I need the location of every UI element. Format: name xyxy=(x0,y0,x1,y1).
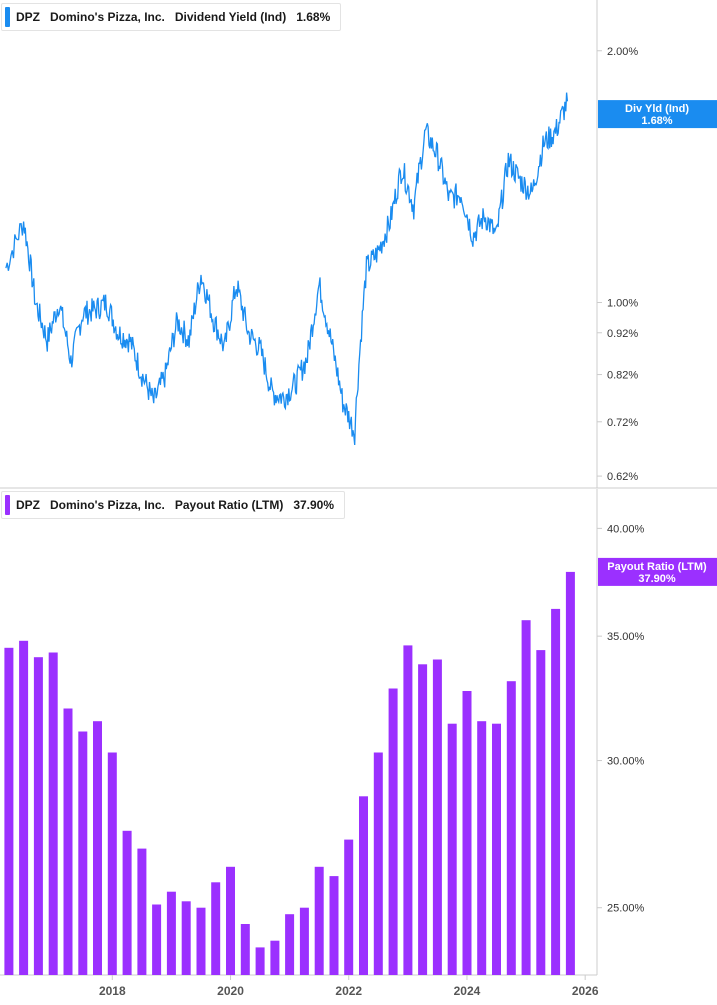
payout-bar xyxy=(521,620,531,975)
payout-bar xyxy=(418,664,428,975)
bottom-legend: DPZ Domino's Pizza, Inc. Payout Ratio (L… xyxy=(1,491,346,519)
payout-bar xyxy=(462,691,472,975)
x-tick-label: 2024 xyxy=(454,984,481,998)
payout-bar xyxy=(477,721,487,975)
payout-bar xyxy=(211,882,221,975)
payout-bar xyxy=(78,731,88,975)
bottom-legend-value: 37.90% xyxy=(293,498,335,512)
payout-bar xyxy=(240,924,250,975)
payout-bar xyxy=(344,839,354,975)
payout-bar xyxy=(359,796,368,975)
top-legend-metric: Dividend Yield (Ind) xyxy=(174,10,287,24)
payout-bar xyxy=(48,652,58,975)
top-y-tick-label: 2.00% xyxy=(607,46,638,58)
payout-bar xyxy=(270,940,280,975)
yield-tag-value: 1.68% xyxy=(641,115,672,127)
payout-bar xyxy=(447,723,457,975)
payout-bar xyxy=(152,904,162,975)
top-axis: 2.00% 1.00% 0.92% 0.82% 0.72% 0.62% xyxy=(0,0,717,489)
payout-bar xyxy=(93,721,102,975)
top-y-tick-label: 0.92% xyxy=(607,328,638,340)
bottom-legend-company: Domino's Pizza, Inc. xyxy=(50,498,165,512)
bottom-y-tick-label: 35.00% xyxy=(607,631,645,643)
yield-tag: Div Yld (Ind)1.68% xyxy=(598,100,717,129)
payout-bar xyxy=(373,752,383,975)
payout-bar xyxy=(107,752,117,975)
payout-bar xyxy=(19,640,29,975)
payout-bar xyxy=(285,914,295,975)
payout-bar xyxy=(166,891,176,975)
payout-bar xyxy=(329,876,339,975)
payout-bar xyxy=(137,848,147,975)
bottom-legend-ticker: DPZ xyxy=(16,498,40,512)
payout-bar xyxy=(388,688,398,975)
payout-swatch xyxy=(5,495,10,515)
yield-tag-label: Div Yld (Ind) xyxy=(625,103,689,115)
payout-bar xyxy=(196,907,206,975)
payout-ratio-plot xyxy=(4,571,575,975)
dividend-yield-line xyxy=(5,92,569,446)
yield-swatch xyxy=(5,7,10,27)
payout-bar xyxy=(492,723,501,975)
payout-tag-value: 37.90% xyxy=(638,573,676,585)
top-y-tick-label: 0.62% xyxy=(607,471,638,483)
payout-bar xyxy=(432,659,442,975)
bottom-y-tick-label: 25.00% xyxy=(607,903,645,915)
bottom-y-tick-label: 30.00% xyxy=(607,756,645,768)
x-tick-label: 2020 xyxy=(217,984,244,998)
top-y-tick-label: 1.00% xyxy=(607,297,638,309)
payout-tag-label: Payout Ratio (LTM) xyxy=(607,561,707,573)
payout-bar xyxy=(506,681,516,975)
top-legend: DPZ Domino's Pizza, Inc. Dividend Yield … xyxy=(1,3,342,31)
payout-bar xyxy=(63,708,73,975)
payout-bar xyxy=(255,947,265,975)
payout-bar xyxy=(4,647,14,975)
payout-bar xyxy=(403,645,413,975)
payout-bar xyxy=(181,901,191,975)
x-tick-label: 2026 xyxy=(572,984,599,998)
payout-bar xyxy=(33,657,43,975)
payout-bar xyxy=(122,830,132,975)
dividend-yield-plot xyxy=(5,92,569,446)
yield-tag-bg xyxy=(598,100,717,129)
x-axis: 2018 2020 2022 2024 2026 xyxy=(99,975,599,998)
bottom-y-tick-label: 40.00% xyxy=(607,523,645,535)
payout-tag: Payout Ratio (LTM)37.90% xyxy=(598,557,717,586)
top-y-tick-label: 0.82% xyxy=(607,370,638,382)
x-tick-label: 2018 xyxy=(99,984,126,998)
top-y-tick-label: 0.72% xyxy=(607,417,638,429)
payout-bar xyxy=(536,650,546,975)
payout-bar xyxy=(314,866,324,975)
payout-bar xyxy=(226,866,235,975)
top-legend-ticker: DPZ xyxy=(16,10,40,24)
payout-bar xyxy=(565,571,575,975)
top-legend-company: Domino's Pizza, Inc. xyxy=(50,10,165,24)
payout-bar xyxy=(299,907,309,975)
x-tick-label: 2022 xyxy=(335,984,362,998)
top-legend-value: 1.68% xyxy=(296,10,331,24)
value-tags: Div Yld (Ind)1.68% Payout Ratio (LTM)37.9… xyxy=(598,100,717,586)
payout-bar xyxy=(551,608,561,975)
bottom-legend-metric: Payout Ratio (LTM) xyxy=(174,498,284,512)
payout-tag-bg xyxy=(598,557,717,586)
